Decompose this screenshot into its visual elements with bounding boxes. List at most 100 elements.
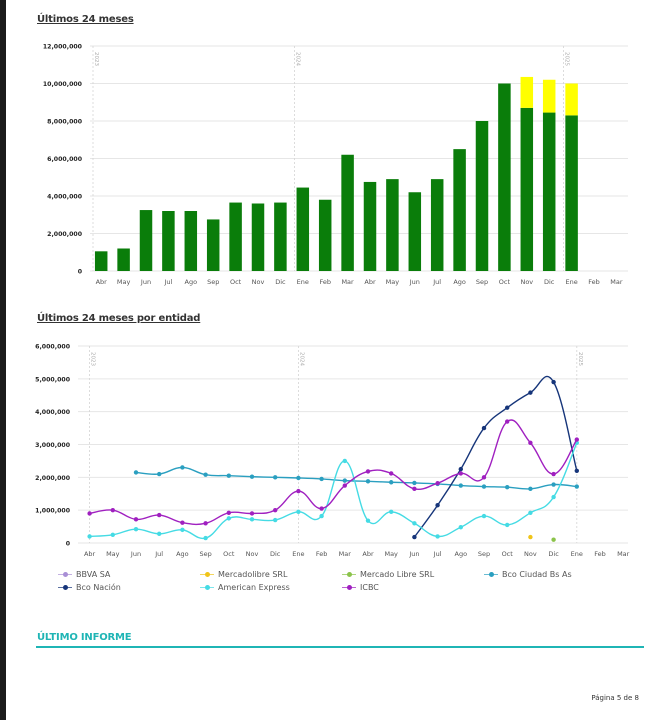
bar-segment [139,210,153,271]
data-point [249,474,255,479]
data-point [342,478,347,483]
bar-segment [430,179,444,271]
data-point [505,484,510,490]
x-tick-label: Sep [199,550,211,558]
y-tick-label: 4,000,000 [47,194,83,201]
legend-marker-icon [342,584,356,592]
bar-segment [408,192,422,271]
data-point [226,473,231,478]
y-tick-label: 0 [78,269,83,276]
data-point [296,475,301,481]
x-tick-label: Jun [408,550,419,558]
data-point [110,507,116,513]
bar-segment [542,112,556,271]
x-tick-label: Nov [524,550,537,558]
bar-segment [565,115,578,271]
data-point [551,482,556,487]
x-tick-label: Abr [84,550,96,558]
year-marker-label: 2025 [577,352,583,366]
x-tick-label: Sep [476,278,488,286]
legend-item[interactable]: Mercadolibre SRL [200,570,287,579]
y-tick-label: 6,000,000 [47,156,83,163]
x-tick-label: Ene [571,550,583,558]
x-tick-label: Jul [154,550,163,558]
legend-marker-icon [58,571,72,579]
y-tick-label: 2,000,000 [47,231,83,238]
x-tick-label: Ago [455,550,468,558]
x-tick-label: Jul [433,550,442,558]
x-tick-label: Dic [544,278,555,286]
data-point [203,535,208,541]
last-report-heading: ÚLTIMO INFORME [37,632,132,643]
chart2-title: Últimos 24 meses por entidad [37,313,201,324]
legend-item[interactable]: Bco Ciudad Bs As [484,570,572,579]
data-point [389,471,394,476]
x-tick-label: Nov [520,278,533,286]
data-point [412,486,417,492]
x-tick-label: Nov [246,550,259,558]
data-point [528,440,533,446]
data-point [435,534,440,539]
series-line [89,442,578,540]
data-point [157,471,162,477]
data-point [133,517,139,522]
data-point [458,525,463,530]
x-tick-label: Oct [230,278,242,286]
data-point [528,486,533,492]
data-point [574,468,579,473]
x-tick-label: Sep [207,278,219,286]
year-marker-label: 2024 [298,352,304,366]
legend-label: Mercadolibre SRL [218,570,288,579]
legend-label: Bco Ciudad Bs As [502,570,572,579]
x-tick-label: Abr [364,278,376,286]
data-point [87,534,92,539]
section-divider [36,646,644,648]
y-tick-label: 10,000,000 [43,81,83,88]
monthly-debt-bar-chart: 0 2,000,000 4,000,000 6,000,000 8,000,000 10,… [43,44,628,286]
data-point [412,521,417,526]
data-point [458,466,463,472]
data-point [458,471,463,476]
data-point [133,527,139,532]
x-tick-label: Dic [275,278,286,286]
legend-item[interactable]: American Express [200,583,290,592]
data-point [319,513,324,519]
bar-segment [206,219,220,271]
bar-segment [341,154,354,271]
y-tick-label: 5,000,000 [35,376,71,383]
legend-item[interactable]: Bco Nación [58,583,121,592]
x-tick-label: Oct [223,550,235,558]
y-tick-label: 0 [66,541,71,548]
x-tick-label: Sep [478,550,490,558]
data-point [273,475,278,480]
legend-item[interactable]: Mercado Libre SRL [342,570,434,579]
data-point [296,488,301,494]
bar-segment [117,248,130,271]
data-point [435,481,440,486]
data-point [203,472,208,477]
legend-item[interactable]: BBVA SA [58,570,110,579]
data-point [273,517,278,523]
y-tick-label: 1,000,000 [35,508,71,515]
data-point [365,479,371,484]
bar-segment [542,79,556,113]
series-line [413,375,578,538]
legend-item[interactable]: ICBC [342,583,379,592]
data-point [551,471,556,477]
data-point [110,532,116,537]
x-tick-label: Ago [453,278,466,286]
legend-label: American Express [218,583,290,592]
x-tick-label: Mar [341,278,354,286]
x-tick-label: Ene [297,278,309,286]
bar-segment [498,83,511,271]
data-point [87,511,92,516]
year-marker-label: 2024 [295,52,301,66]
data-point [157,531,162,537]
data-point [342,458,347,464]
bar-segment [251,203,265,271]
data-point [481,425,487,431]
x-tick-label: Oct [502,550,514,558]
y-tick-label: 6,000,000 [35,344,71,351]
data-point [273,507,278,513]
legend-marker-icon [200,571,214,579]
